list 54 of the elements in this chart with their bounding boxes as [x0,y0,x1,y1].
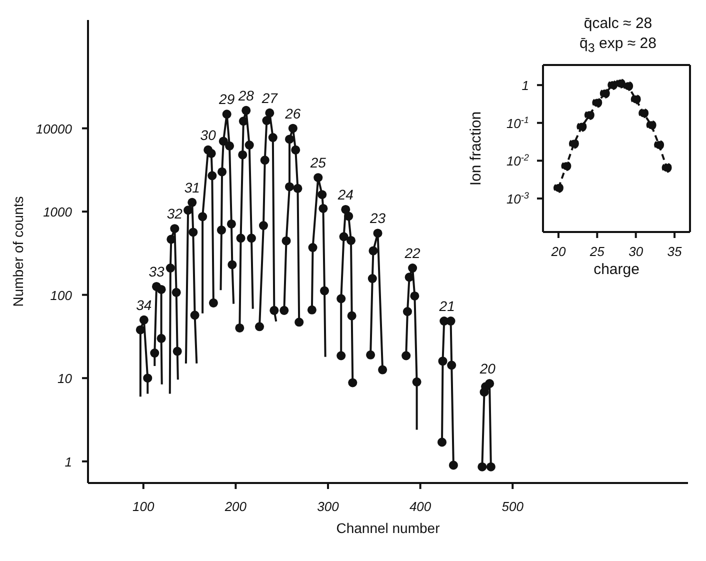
annotation: q̄$_{3}$ exp ≈ 28 [578,34,658,57]
annotation: 27 [260,90,279,106]
y-tick-label: 100 [50,288,73,303]
x-tick-label: 100 [132,499,155,514]
point [630,94,641,104]
point [553,182,564,193]
y-tick-label: 10 [58,371,73,386]
y-tick-label: 10$^{-2}$ [506,152,529,169]
x-axis-title: Channel number [336,520,440,536]
y-tick-label: 10$^{-1}$ [506,114,529,131]
point [576,122,587,132]
annotation: 31 [184,179,200,196]
x-tick-label: 300 [317,499,340,514]
x-tick-label: 500 [502,499,524,514]
point [623,81,634,92]
annotation: q̄calc ≈ 28 [582,14,654,34]
annotation: 23 [368,210,386,226]
annotation: 24 [336,186,354,202]
annotation: 20 [478,360,496,377]
annotation: 25 [309,154,326,171]
point [646,120,656,130]
point [638,108,649,118]
point [608,80,618,90]
annotation: 28 [237,87,254,104]
annotation: 22 [404,245,421,262]
x-tick-label: 30 [628,244,644,259]
y-tick-label: 10000 [36,121,73,136]
annotation: 30 [200,126,216,143]
y-tick-label: 1 [64,454,72,470]
x-tick-label: 20 [550,244,566,259]
point [561,161,572,172]
point [592,98,602,108]
annotation: 29 [218,91,235,108]
x-tick-label: 25 [588,244,606,259]
point [654,140,664,150]
point [568,138,579,149]
annotation: 34 [136,296,152,313]
annotation: 33 [148,264,164,280]
point [662,162,672,173]
y-axis-title: Number of counts [10,196,26,307]
point [615,78,626,89]
x-tick-label: 400 [409,499,432,514]
x-tick-label: 35 [667,244,683,259]
point [600,88,610,98]
y-tick-label: 10$^{-3}$ [506,190,529,207]
point [584,110,594,120]
annotation: 32 [166,206,183,222]
x-axis-title: charge [594,261,640,278]
y-tick-label: 1 [522,78,529,94]
annotation: 26 [284,105,301,122]
annotation: 21 [438,298,455,314]
x-tick-label: 200 [224,499,248,514]
y-axis-title: Ion fraction [467,111,484,186]
y-tick-label: 1000 [43,204,73,220]
